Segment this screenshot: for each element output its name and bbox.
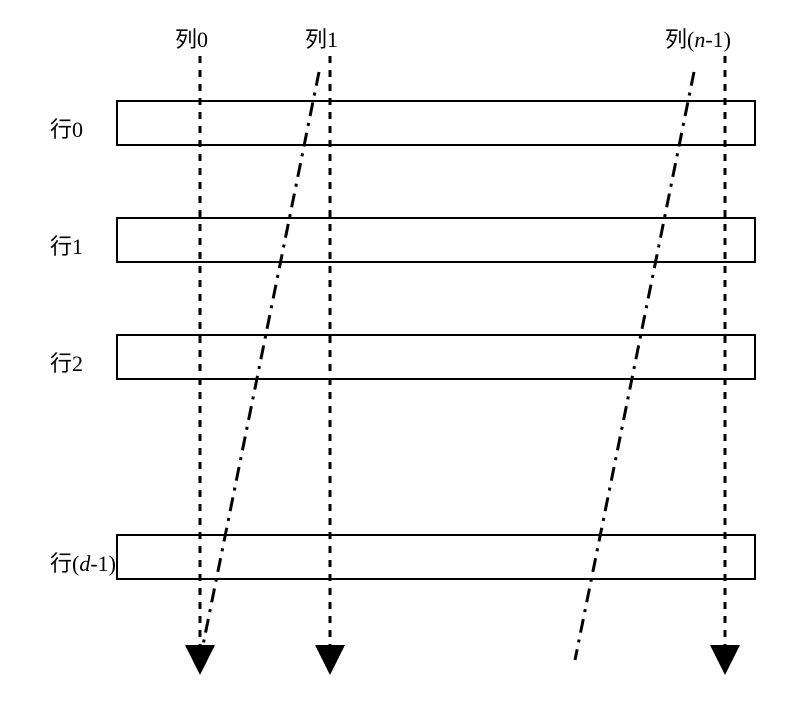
- row-label-prefix: 行: [50, 117, 72, 142]
- col-label-prefix: 列: [175, 27, 197, 52]
- row-label-1: 行1: [50, 229, 83, 261]
- row-label-prefix: 行: [50, 234, 72, 259]
- row-label-suffix: 2: [72, 351, 83, 376]
- row-label-prefix: 行: [50, 351, 72, 376]
- interleaver-diagram: 列0 列1 列(n-1) 行0 行1 行2 行(d-1): [0, 0, 800, 702]
- col-label-var: n: [694, 27, 705, 52]
- col-label-n1: 列(n-1): [665, 22, 731, 54]
- row-label-rest: -1): [90, 551, 116, 576]
- col-label-suffix: 1: [327, 27, 338, 52]
- col-label-rest: -1): [705, 27, 731, 52]
- row-label-2: 行2: [50, 346, 83, 378]
- row-bar-1: [116, 217, 756, 263]
- row-bar-2: [116, 334, 756, 380]
- row-label-prefix: 行: [50, 551, 72, 576]
- row-label-d1: 行(d-1): [50, 546, 116, 578]
- row-label-suffix: 1: [72, 234, 83, 259]
- col-label-prefix: 列: [665, 27, 687, 52]
- col-label-0: 列0: [175, 22, 208, 54]
- row-label-var: d: [79, 551, 90, 576]
- row-label-suffix: 0: [72, 117, 83, 142]
- row-bar-d1: [116, 534, 756, 580]
- row-label-0: 行0: [50, 112, 83, 144]
- col-label-prefix: 列: [305, 27, 327, 52]
- row-bar-0: [116, 100, 756, 146]
- col-label-1: 列1: [305, 22, 338, 54]
- col-label-suffix: 0: [197, 27, 208, 52]
